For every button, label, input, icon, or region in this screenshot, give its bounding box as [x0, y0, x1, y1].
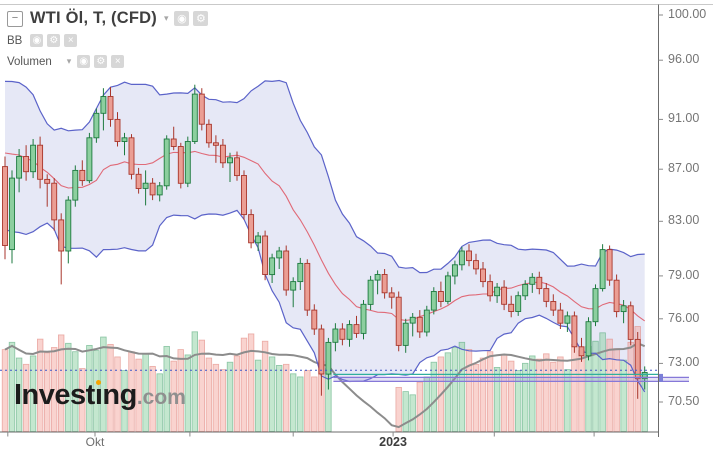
time-tick-label: 2023	[379, 435, 407, 449]
logo-tld: .com	[136, 386, 186, 409]
candles	[2, 84, 648, 399]
price-tick-label: 83.00	[668, 213, 700, 228]
settings-icon[interactable]: ⚙	[193, 11, 209, 26]
symbol-row: − WTI Öl, T, (CFD) ▾ ◉ ⚙	[7, 9, 212, 28]
collapse-chart-button[interactable]: −	[7, 10, 23, 27]
logo-dot	[95, 380, 101, 385]
chart-borders	[0, 4, 713, 437]
indicator-row-bb: BB ◉ ⚙ ×	[7, 34, 212, 47]
support-zone[interactable]	[333, 376, 689, 383]
price-tick-label: 91.00	[668, 111, 700, 126]
price-tick-label: 87.00	[668, 161, 700, 176]
visibility-icon[interactable]: ◉	[77, 55, 91, 68]
price-tick-label: 73.00	[668, 355, 700, 370]
close-icon[interactable]: ×	[111, 55, 125, 68]
chevron-down-icon[interactable]: ▾	[163, 13, 169, 23]
settings-icon[interactable]: ⚙	[94, 55, 108, 68]
chart-legend: − WTI Öl, T, (CFD) ▾ ◉ ⚙ BB ◉ ⚙ × Volume…	[7, 9, 212, 76]
volume-ma-line	[4, 342, 646, 429]
time-tick-label: Okt	[85, 435, 105, 449]
investing-logo-text: Investı ng	[14, 379, 137, 411]
time-axis[interactable]: Okt 2023	[0, 432, 659, 450]
indicator-label-bb[interactable]: BB	[7, 34, 23, 47]
close-icon[interactable]: ×	[64, 34, 78, 47]
settings-icon[interactable]: ⚙	[47, 34, 61, 47]
volume-bars	[1, 326, 648, 433]
price-tick-label: 100.00	[668, 7, 707, 21]
chevron-down-icon[interactable]: ▾	[66, 56, 72, 66]
visibility-icon[interactable]: ◉	[174, 11, 190, 26]
price-axis[interactable]: 100.00 96.00 91.00 87.00 83.00 79.00 76.00 73.0…	[659, 5, 713, 432]
price-tick-label: 70.50	[668, 393, 700, 408]
price-tick-label: 96.00	[668, 52, 700, 67]
price-tag	[658, 373, 663, 382]
chart-title[interactable]: WTI Öl, T, (CFD)	[30, 9, 157, 27]
indicator-label-volume[interactable]: Volumen	[7, 55, 52, 68]
indicator-row-volume: Volumen ▾ ◉ ⚙ ×	[7, 55, 212, 68]
price-tick-label: 79.00	[668, 267, 700, 282]
price-tick-label: 76.00	[668, 310, 700, 325]
visibility-icon[interactable]: ◉	[30, 34, 44, 47]
investing-logo: Investı ng.com	[14, 379, 186, 412]
